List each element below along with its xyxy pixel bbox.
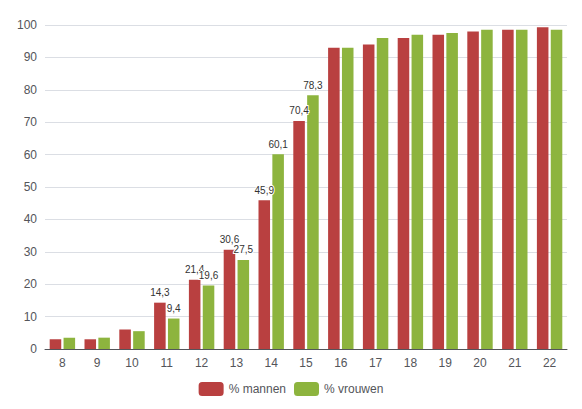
- svg-text:70,4: 70,4: [289, 105, 309, 116]
- svg-text:22: 22: [543, 356, 557, 370]
- svg-text:90: 90: [24, 50, 38, 64]
- svg-text:14,3: 14,3: [150, 287, 170, 298]
- svg-text:18: 18: [404, 356, 418, 370]
- svg-text:30: 30: [24, 245, 38, 259]
- svg-text:14: 14: [265, 356, 279, 370]
- svg-text:60: 60: [24, 148, 38, 162]
- svg-text:78,3: 78,3: [303, 80, 323, 91]
- svg-text:12: 12: [195, 356, 209, 370]
- svg-text:11: 11: [161, 356, 174, 370]
- svg-text:80: 80: [24, 83, 38, 97]
- svg-text:17: 17: [369, 356, 383, 370]
- svg-text:15: 15: [299, 356, 313, 370]
- svg-text:13: 13: [230, 356, 244, 370]
- svg-text:50: 50: [24, 180, 38, 194]
- svg-text:100: 100: [17, 18, 37, 32]
- svg-text:21,4: 21,4: [184, 264, 205, 276]
- svg-text:% mannen: % mannen: [229, 382, 286, 396]
- svg-text:19: 19: [439, 356, 453, 370]
- svg-text:16: 16: [334, 356, 348, 370]
- svg-text:20: 20: [473, 356, 487, 370]
- svg-text:% vrouwen: % vrouwen: [324, 382, 383, 396]
- svg-text:20: 20: [24, 277, 38, 291]
- svg-text:40: 40: [24, 212, 38, 226]
- svg-text:10: 10: [125, 356, 139, 370]
- svg-text:21: 21: [508, 356, 522, 370]
- svg-text:8: 8: [59, 356, 66, 370]
- svg-text:0: 0: [30, 342, 37, 356]
- svg-text:19,6: 19,6: [199, 270, 219, 281]
- svg-text:9,4: 9,4: [167, 303, 181, 314]
- svg-text:45,9: 45,9: [255, 185, 275, 196]
- svg-text:30,6: 30,6: [219, 234, 240, 246]
- svg-text:60,1: 60,1: [268, 139, 288, 150]
- svg-text:9: 9: [94, 356, 101, 370]
- svg-text:27,5: 27,5: [234, 244, 254, 255]
- svg-text:10: 10: [24, 310, 38, 324]
- svg-text:70: 70: [24, 115, 38, 129]
